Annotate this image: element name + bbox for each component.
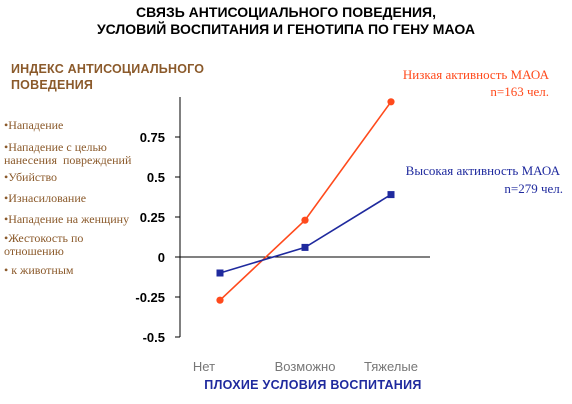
chart-title-line-2: УСЛОВИЙ ВОСПИТАНИЯ И ГЕНОТИПА ПО ГЕНУ МА… — [96, 21, 476, 37]
x-tick-label: Возможно — [275, 359, 336, 374]
legend-high-activity-label: Высокая активность МАОА — [406, 163, 561, 178]
chart-title: СВЯЗЬ АНТИСОЦИАЛЬНОГО ПОВЕДЕНИЯ, УСЛОВИЙ… — [0, 4, 572, 38]
y-tick-label: 0 — [158, 250, 165, 265]
y-axis-title-line-1: ИНДЕКС АНТИСОЦИАЛЬНОГО — [11, 62, 205, 76]
legend-low-activity-count: n=163 чел. — [490, 84, 549, 99]
measure-item: •Нападение — [4, 118, 64, 132]
x-tick-label: Нет — [193, 359, 215, 374]
y-axis-title: ИНДЕКС АНТИСОЦИАЛЬНОГО ПОВЕДЕНИЯ — [11, 61, 281, 93]
series-line-high-activity — [219, 193, 392, 274]
data-point-high-activity — [301, 243, 309, 251]
x-axis-title: ПЛОХИЕ УСЛОВИЯ ВОСПИТАНИЯ — [204, 378, 421, 392]
y-tick-label: -0.5 — [143, 330, 165, 345]
measure-item: • к животным — [4, 263, 74, 277]
chart-title-line-1: СВЯЗЬ АНТИСОЦИАЛЬНОГО ПОВЕДЕНИЯ, — [136, 4, 436, 20]
y-axis-title-line-2: ПОВЕДЕНИЯ — [11, 78, 94, 92]
series-lines — [219, 101, 392, 301]
measure-item: •Жестокость по отношению — [4, 231, 84, 258]
data-point-low-activity — [301, 216, 309, 224]
series-markers — [216, 98, 395, 304]
measure-item: •Убийство — [4, 170, 58, 184]
measure-item: •Изнасилование — [4, 191, 87, 205]
y-tick-label: -0.25 — [135, 290, 165, 305]
data-point-low-activity — [387, 98, 395, 106]
x-axis-tick-labels: Нет Возможно Тяжелые — [193, 359, 418, 374]
legend-high-activity-count: n=279 чел. — [504, 181, 563, 196]
behavior-measures-list: •Нападение •Нападение с целью нанесения … — [4, 119, 179, 277]
y-tick-label: 0.25 — [140, 210, 165, 225]
measure-item: •Нападение на женщину — [4, 212, 130, 226]
y-axis-ticks: -0.5 -0.25 0 0.25 0.5 0.75 — [135, 130, 180, 345]
data-point-high-activity — [216, 269, 224, 277]
data-point-high-activity — [387, 191, 395, 199]
data-point-low-activity — [216, 296, 224, 304]
x-tick-label: Тяжелые — [364, 359, 418, 374]
y-tick-label: 0.75 — [140, 130, 165, 145]
series-line-low-activity — [219, 101, 392, 301]
measure-item: •Нападение с целью нанесения повреждений — [4, 140, 132, 167]
legend-low-activity-label: Низкая активность МАОА — [403, 67, 550, 82]
y-tick-label: 0.5 — [147, 170, 165, 185]
